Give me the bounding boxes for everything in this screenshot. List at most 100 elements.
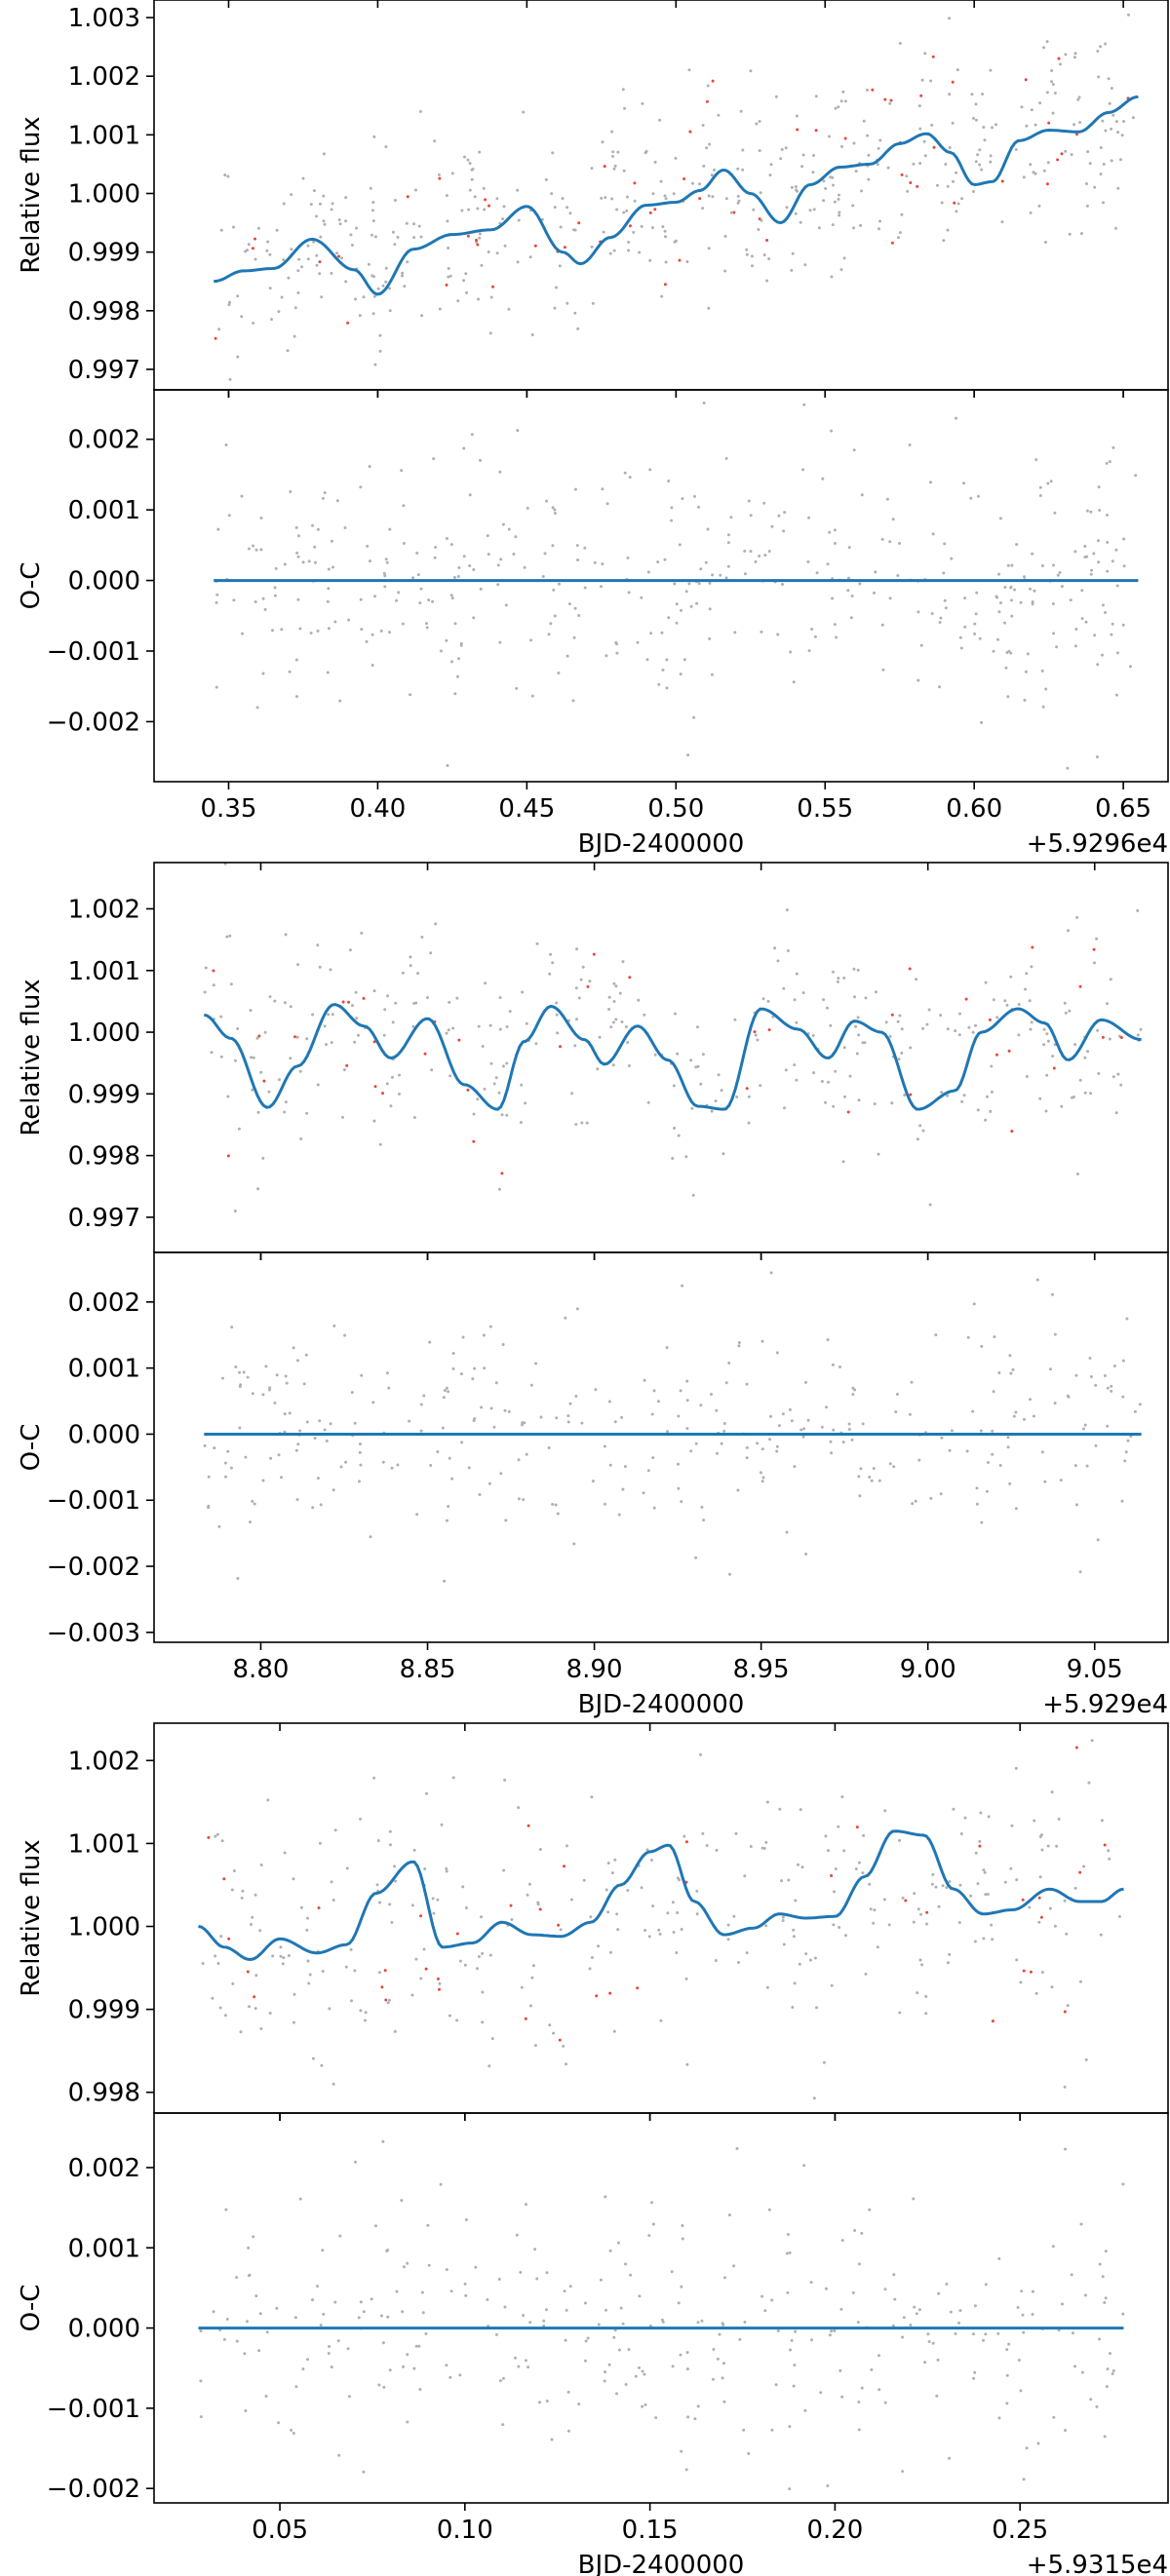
outlier-point xyxy=(830,1874,834,1877)
data-point xyxy=(762,253,766,257)
data-point xyxy=(785,206,789,210)
outlier-point xyxy=(423,1052,427,1056)
x-offset-label: +5.9296e4 xyxy=(1027,829,1168,859)
data-point xyxy=(1126,1439,1130,1442)
data-point xyxy=(259,1864,263,1866)
x-tick-label: 0.20 xyxy=(806,2516,863,2545)
data-point xyxy=(736,167,740,171)
data-point xyxy=(903,1094,907,1097)
outlier-point xyxy=(472,1139,476,1143)
data-point xyxy=(438,307,442,311)
data-point xyxy=(880,623,884,627)
outlier-point xyxy=(1060,152,1064,156)
data-point xyxy=(610,1871,614,1875)
data-point xyxy=(827,1849,830,1853)
data-point xyxy=(1128,665,1132,669)
data-point xyxy=(747,2451,751,2455)
data-point xyxy=(531,1964,535,1968)
data-point xyxy=(251,1392,254,1396)
data-point xyxy=(1101,119,1105,123)
data-point xyxy=(566,1420,570,1424)
outlier-point xyxy=(931,55,935,58)
data-point xyxy=(373,595,376,598)
data-point xyxy=(1116,1072,1120,1076)
data-point xyxy=(539,1415,543,1419)
data-point xyxy=(510,1918,514,1921)
outlier-point xyxy=(563,246,566,250)
data-point xyxy=(577,996,581,1000)
data-point xyxy=(439,649,443,653)
data-point xyxy=(617,1513,621,1517)
data-point xyxy=(1069,598,1072,602)
data-point xyxy=(252,1056,255,1059)
data-point xyxy=(898,42,902,45)
data-point xyxy=(472,1419,476,1423)
data-point xyxy=(515,686,519,690)
data-point xyxy=(445,1869,448,1873)
data-point xyxy=(860,2231,864,2235)
data-point xyxy=(761,997,765,1001)
data-point xyxy=(828,135,831,138)
data-point xyxy=(788,1407,792,1411)
data-point xyxy=(362,2310,366,2314)
data-point xyxy=(847,576,850,580)
data-point xyxy=(390,1920,394,1924)
data-point xyxy=(946,184,950,188)
data-point xyxy=(710,1109,714,1113)
data-point xyxy=(1059,1479,1063,1482)
data-point xyxy=(833,2328,837,2332)
data-point xyxy=(283,1412,287,1416)
data-point xyxy=(743,1874,747,1878)
data-point xyxy=(566,2429,570,2433)
data-point xyxy=(562,2044,566,2048)
data-point xyxy=(693,494,696,498)
data-point xyxy=(801,153,805,157)
data-point xyxy=(695,601,699,605)
data-point xyxy=(575,1018,578,1021)
data-point xyxy=(971,2332,975,2336)
data-point xyxy=(258,2312,262,2316)
data-point xyxy=(617,2241,620,2245)
data-point xyxy=(1046,1844,1050,1848)
axes-frame xyxy=(153,0,1169,391)
data-point xyxy=(1114,1111,1118,1115)
data-point xyxy=(551,544,555,548)
data-point xyxy=(685,2062,689,2066)
data-point xyxy=(571,699,575,703)
data-point xyxy=(776,633,780,636)
data-point xyxy=(1116,186,1120,190)
data-point xyxy=(1064,149,1068,153)
data-point xyxy=(292,2432,295,2435)
outlier-point xyxy=(1057,57,1061,60)
data-point xyxy=(464,1906,468,1909)
data-point xyxy=(381,1460,385,1464)
data-point xyxy=(457,566,461,569)
data-point xyxy=(627,2348,631,2352)
data-point xyxy=(959,1832,963,1835)
data-point xyxy=(1011,1367,1015,1371)
data-point xyxy=(377,1971,381,1975)
data-point xyxy=(249,1520,252,1524)
data-point xyxy=(656,1400,660,1403)
data-point xyxy=(489,295,493,299)
data-point xyxy=(634,2374,638,2378)
data-point xyxy=(675,1951,679,1954)
data-point xyxy=(777,1424,781,1428)
data-point xyxy=(449,594,453,597)
data-point xyxy=(756,1442,760,1445)
data-point xyxy=(1078,1078,1082,1082)
data-point xyxy=(448,274,452,278)
data-point xyxy=(505,1025,509,1028)
data-point xyxy=(438,1981,442,1985)
data-point xyxy=(204,966,208,970)
data-layer xyxy=(198,2139,1125,2491)
y-tick-label: 0.001 xyxy=(68,2234,140,2263)
data-point xyxy=(859,223,863,227)
data-point xyxy=(838,1926,841,1929)
data-point xyxy=(764,1924,768,1928)
data-point xyxy=(912,2197,916,2201)
data-point xyxy=(723,234,727,238)
data-point xyxy=(888,596,892,600)
data-point xyxy=(1012,1414,1016,1418)
data-point xyxy=(916,1137,919,1141)
